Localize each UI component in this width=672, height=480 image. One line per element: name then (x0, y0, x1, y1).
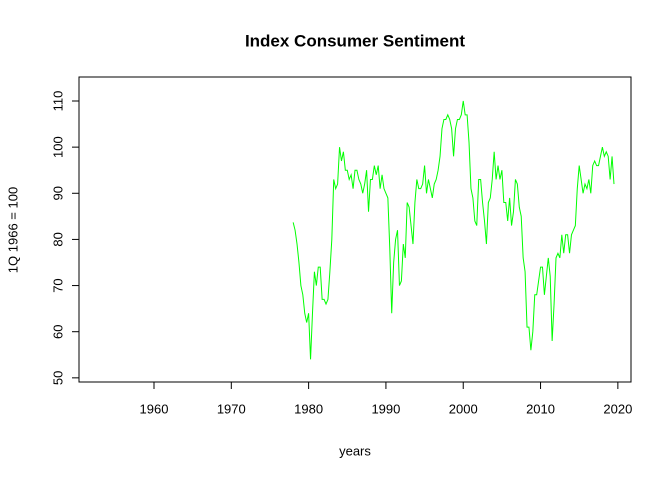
x-tick-label: 1960 (140, 401, 169, 416)
x-tick-label: 2000 (449, 401, 478, 416)
x-tick-label: 2010 (526, 401, 555, 416)
x-tick-label: 2020 (603, 401, 632, 416)
x-tick-label: 1970 (217, 401, 246, 416)
x-tick-label: 1980 (294, 401, 323, 416)
y-axis-label: 1Q 1966 = 100 (5, 187, 20, 273)
chart-title: Index Consumer Sentiment (245, 31, 465, 50)
plot-frame (78, 76, 632, 383)
data-line (292, 100, 615, 360)
y-tick-label: 70 (50, 278, 65, 292)
y-tick-label: 50 (50, 371, 65, 385)
y-tick-label: 90 (50, 186, 65, 200)
y-tick-label: 80 (50, 232, 65, 246)
y-tick-label: 100 (50, 136, 65, 158)
x-tick-label: 1990 (371, 401, 400, 416)
y-tick-label: 60 (50, 324, 65, 338)
y-tick-label: 110 (50, 91, 65, 112)
x-axis-label: years (339, 443, 371, 458)
